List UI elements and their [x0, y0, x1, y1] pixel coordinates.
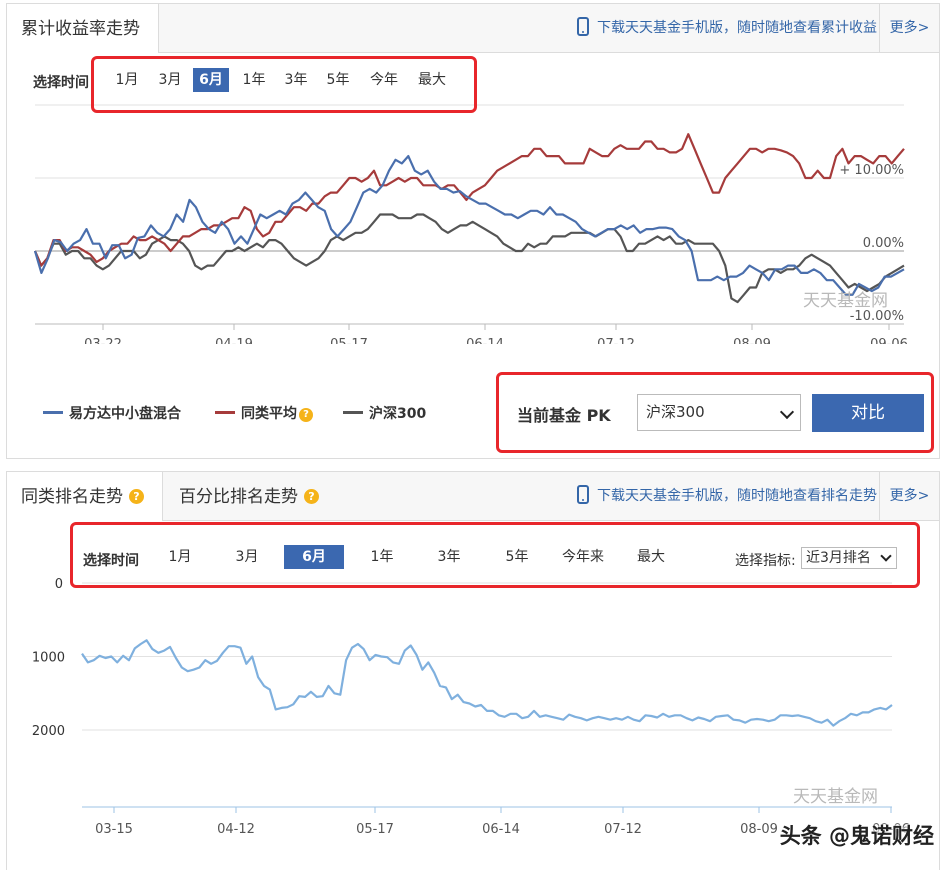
series-line-1 [33, 133, 905, 267]
chevron-right-icon: > [917, 488, 930, 504]
help-icon[interactable]: ? [299, 408, 313, 422]
indicator-value: 近3月排名 [806, 550, 871, 566]
x-tick-label: 05-17 [330, 337, 368, 344]
download-app-link[interactable]: 下载天天基金手机版，随时随地查看累计收益 [577, 4, 877, 52]
compare-button[interactable]: 对比 [812, 394, 924, 432]
time-option-5[interactable]: 5年 [505, 549, 529, 565]
pk-label: 当前基金 PK [517, 406, 611, 425]
series-line-0 [33, 155, 905, 296]
legend-swatch [43, 411, 63, 414]
legend-item-0[interactable]: 易方达中小盘混合 [43, 403, 181, 423]
rank-trend-panel: 同类排名走势? 百分比排名走势? 下载天天基金手机版，随时随地查看排名走势 更多… [6, 471, 940, 870]
x-tick-label: 07-12 [597, 337, 635, 344]
pk-index-select[interactable]: 沪深300 [637, 394, 801, 431]
y-tick-label: 2000 [32, 724, 65, 739]
pk-select-value: 沪深300 [646, 403, 705, 421]
source-watermark: 头条 @鬼诺财经 [779, 824, 934, 848]
x-tick-label: 07-12 [604, 822, 642, 837]
indicator-select[interactable]: 近3月排名 [801, 547, 897, 569]
time-option-0[interactable]: 1月 [168, 549, 192, 565]
more-link[interactable]: 更多> [879, 4, 939, 52]
x-tick-label: 05-17 [356, 822, 394, 837]
rank-series-line-0 [81, 639, 893, 727]
time-option-4[interactable]: 3年 [437, 549, 461, 565]
chart-watermark: 天天基金网 [793, 787, 878, 807]
chevron-right-icon: > [917, 20, 930, 36]
x-tick-label: 06-14 [466, 337, 504, 344]
time-option-2[interactable]: 6月 [284, 545, 344, 569]
tab-percent-rank[interactable]: 百分比排名走势? [165, 472, 333, 520]
x-tick-label: 06-14 [482, 822, 520, 837]
time-select-label: 选择时间 [33, 75, 89, 91]
legend-label: 同类平均 [241, 406, 297, 422]
legend-swatch [215, 411, 235, 414]
time-option-3[interactable]: 1年 [370, 549, 394, 565]
legend-label: 沪深300 [369, 406, 427, 422]
time-option-4[interactable]: 3年 [284, 72, 308, 88]
more-label: 更多 [889, 20, 918, 36]
chart-watermark: 天天基金网 [803, 291, 888, 311]
category-rank-chart: 0 1000 2000 03-15 04-12 05-17 06-14 07-12 08-09 0… [32, 577, 910, 837]
x-tick-label: 08-09 [733, 337, 771, 344]
x-tick-label: 04-12 [217, 822, 255, 837]
download-text: 下载天天基金手机版，随时随地查看累计收益 [597, 20, 877, 36]
indicator-label: 选择指标: [735, 553, 796, 569]
cumulative-return-chart: + 10.00% 0.00% -10.00% 03-22 04-19 05-17 06-14… [33, 104, 908, 344]
legend-label: 易方达中小盘混合 [69, 406, 181, 422]
tab-category-rank[interactable]: 同类排名走势? [7, 472, 163, 521]
time-option-1[interactable]: 3月 [158, 72, 182, 88]
panel1-tabbar: 累计收益率走势 下载天天基金手机版，随时随地查看累计收益 更多> [7, 4, 939, 53]
y-tick-label: + 10.00% [839, 163, 904, 178]
x-tick-label: 03-22 [84, 337, 122, 344]
x-tick-label: 09-06 [870, 337, 908, 344]
phone-icon [577, 17, 589, 36]
time-option-5[interactable]: 5年 [326, 72, 350, 88]
cumulative-return-panel: 累计收益率走势 下载天天基金手机版，随时随地查看累计收益 更多> 选择时间 1月… [6, 3, 940, 459]
highlight-box-time-range-2 [70, 522, 920, 588]
y-tick-label: -10.00% [850, 309, 904, 324]
tab-label: 百分比排名走势 [179, 487, 298, 507]
time-option-3[interactable]: 1年 [242, 72, 266, 88]
highlight-box-pk [496, 372, 934, 453]
time-select-label: 选择时间 [83, 553, 139, 569]
x-tick-label: 08-09 [740, 822, 778, 837]
help-icon[interactable]: ? [129, 489, 144, 504]
highlight-box-time-range-1 [91, 56, 477, 113]
help-icon[interactable]: ? [304, 489, 319, 504]
tab-cumulative-return[interactable]: 累计收益率走势 [7, 4, 159, 53]
legend-item-1[interactable]: 同类平均? [215, 403, 313, 423]
more-link[interactable]: 更多> [879, 472, 939, 520]
series-line-2 [33, 213, 905, 304]
legend-item-2[interactable]: 沪深300 [343, 403, 426, 423]
tab-label: 同类排名走势 [21, 487, 123, 507]
time-option-7[interactable]: 最大 [418, 72, 446, 88]
time-option-2[interactable]: 6月 [193, 68, 229, 92]
tab-label: 累计收益率走势 [21, 19, 140, 39]
panel2-tabbar: 同类排名走势? 百分比排名走势? 下载天天基金手机版，随时随地查看排名走势 更多… [7, 472, 939, 521]
x-tick-label: 04-19 [215, 337, 253, 344]
download-text: 下载天天基金手机版，随时随地查看排名走势 [597, 488, 877, 504]
more-label: 更多 [889, 488, 918, 504]
time-option-7[interactable]: 最大 [637, 549, 665, 565]
x-tick-label: 03-15 [95, 822, 133, 837]
y-tick-label: 1000 [32, 651, 65, 666]
time-option-6[interactable]: 今年 [370, 72, 398, 88]
time-option-1[interactable]: 3月 [235, 549, 259, 565]
phone-icon [577, 485, 589, 504]
x-tick-label: 09-06 [872, 822, 910, 837]
download-app-link[interactable]: 下载天天基金手机版，随时随地查看排名走势 [577, 472, 877, 520]
time-option-0[interactable]: 1月 [115, 72, 139, 88]
time-option-6[interactable]: 今年来 [562, 549, 604, 565]
y-tick-label: 0 [55, 577, 63, 592]
y-tick-label: 0.00% [863, 236, 904, 251]
legend-swatch [343, 411, 363, 414]
